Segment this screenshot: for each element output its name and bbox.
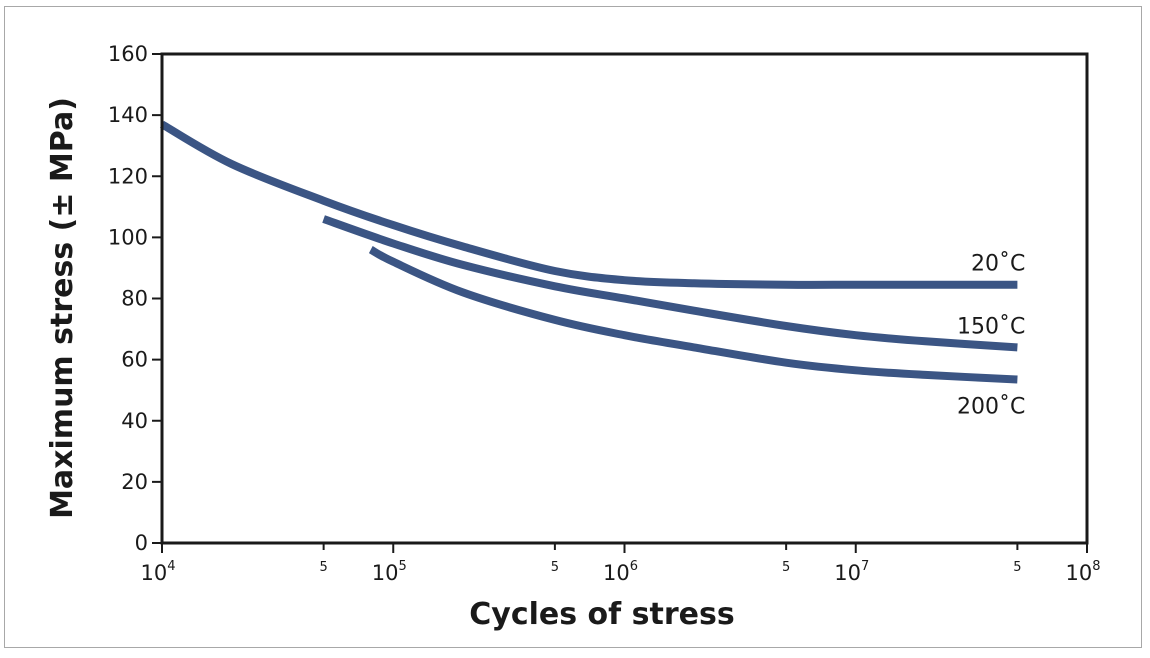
y-tick-label: 80 [121,287,148,311]
x-minor-tick-label: 5 [551,560,559,575]
curves-layer [160,120,1018,384]
y-tick-label: 0 [135,531,148,555]
x-tick-label: 104 [140,559,175,585]
x-tick-label: 107 [834,559,869,585]
y-tick-label: 40 [121,409,148,433]
x-minor-tick-label: 5 [319,560,327,575]
x-minor-tick-label: 5 [1013,560,1021,575]
x-tick-label: 106 [603,559,638,585]
y-tick-label: 120 [108,164,148,188]
y-tick-label: 100 [108,225,148,249]
series-line [160,120,1018,289]
x-minor-tick-label: 5 [782,560,790,575]
series-line [368,246,1018,384]
y-tick-label: 60 [121,348,148,372]
y-axis-title: Maximum stress (± MPa) [45,97,80,519]
y-axis: 0 20 40 60 80 100 120 140 160 [108,42,162,555]
x-axis: 104 105 106 107 108 5 5 5 5 [140,543,1101,585]
x-tick-label: 108 [1065,559,1100,585]
curve-labels: 20˚C 150˚C 200˚C [957,252,1025,420]
series-line [322,215,1018,352]
series-label: 200˚C [957,394,1025,419]
y-tick-label: 160 [108,42,148,66]
y-tick-label: 20 [121,470,148,494]
x-tick-label: 105 [372,559,407,585]
x-axis-title: Cycles of stress [469,597,734,632]
y-tick-label: 140 [108,103,148,127]
series-label: 20˚C [971,252,1025,277]
series-label: 150˚C [957,314,1025,339]
figure-frame [4,6,1142,648]
